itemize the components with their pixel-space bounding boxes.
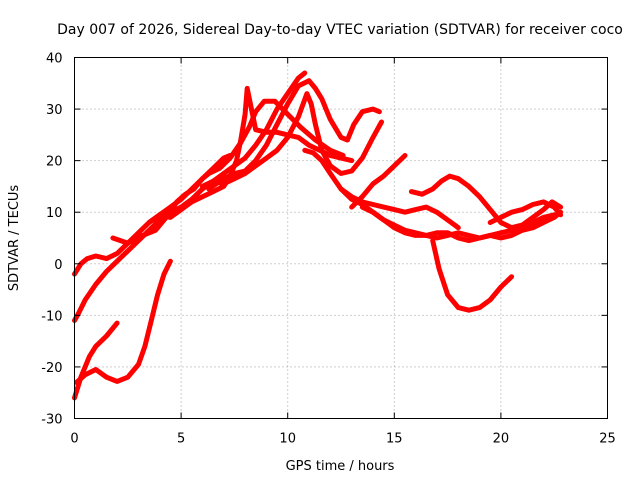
y-tick-label: 20 bbox=[46, 155, 63, 170]
y-tick-label: -30 bbox=[41, 413, 62, 428]
grid-lines bbox=[74, 57, 608, 419]
series-arc-12 bbox=[359, 204, 564, 244]
x-tick-label: 25 bbox=[599, 432, 616, 447]
y-tick-label: -20 bbox=[41, 361, 62, 376]
y-tick-label: 10 bbox=[46, 206, 63, 221]
x-tick-label: 15 bbox=[386, 432, 403, 447]
series-arc-3 bbox=[72, 320, 120, 401]
x-axis-label: GPS time / hours bbox=[286, 459, 395, 474]
x-tick-label: 5 bbox=[177, 432, 185, 447]
series-arc-6 bbox=[146, 85, 355, 225]
y-tick-label: 40 bbox=[46, 52, 63, 67]
x-tick-label: 0 bbox=[70, 432, 78, 447]
x-tick-label: 10 bbox=[279, 432, 296, 447]
plot-frame bbox=[74, 57, 608, 419]
series-arc-13 bbox=[408, 173, 564, 231]
y-tick-label: -10 bbox=[41, 309, 62, 324]
series-arc-11 bbox=[349, 153, 408, 210]
series-arc-10 bbox=[338, 186, 461, 231]
y-tick-label: 30 bbox=[46, 103, 63, 118]
chart-title: Day 007 of 2026, Sidereal Day-to-day VTE… bbox=[57, 22, 623, 38]
series-group bbox=[72, 70, 564, 401]
series-arc-14 bbox=[430, 238, 515, 313]
x-tick-label: 20 bbox=[493, 432, 510, 447]
y-axis-label: SDTVAR / TECUs bbox=[7, 185, 22, 292]
axis-ticks: 0 5 10 15 20 25 -30 -20 -10 0 10 20 30 40 bbox=[41, 52, 616, 447]
y-tick-label: 0 bbox=[54, 258, 62, 273]
series-arc-15 bbox=[487, 199, 564, 225]
series-arc-2 bbox=[72, 70, 308, 323]
series-arc-8 bbox=[199, 91, 384, 189]
series-arc-4 bbox=[74, 258, 173, 385]
